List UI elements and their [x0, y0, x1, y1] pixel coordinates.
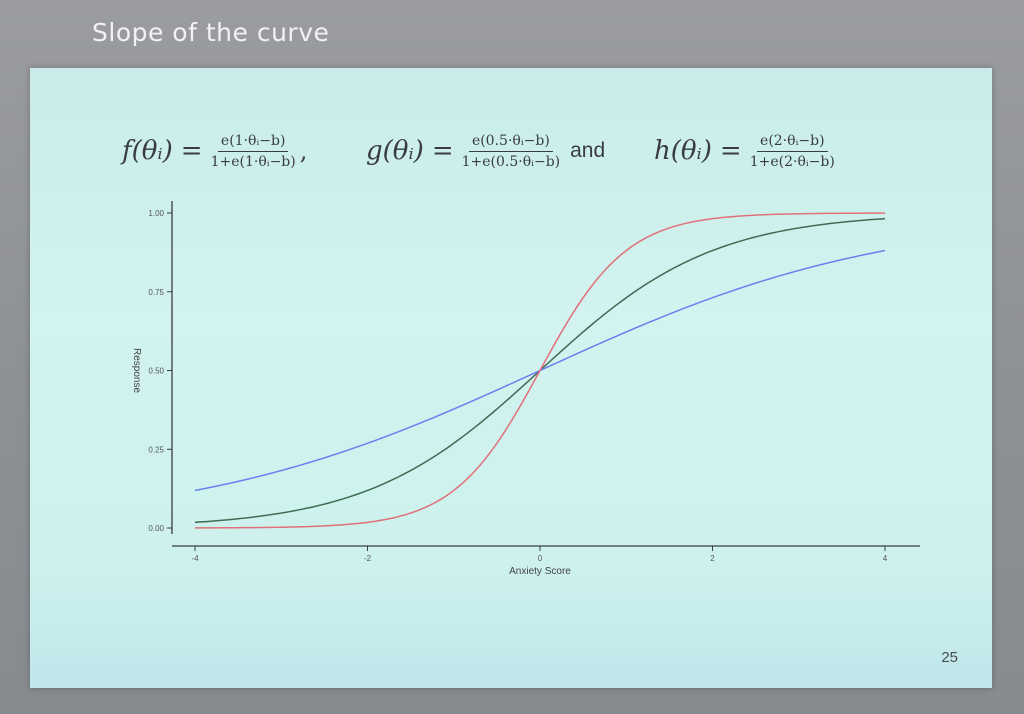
formula-h: h(θᵢ) = e(2·θᵢ−b) 1+e(2·θᵢ−b): [654, 116, 835, 186]
x-tick-label-2: 0: [538, 554, 543, 563]
formula-f-eq: =: [180, 136, 203, 166]
formula-f-fraction: e(1·θᵢ−b) 1+e(1·θᵢ−b): [211, 133, 296, 170]
formula-g-denominator: 1+e(0.5·θᵢ−b): [461, 153, 561, 170]
formula-and: and: [570, 139, 606, 162]
formula-f-numerator: e(1·θᵢ−b): [217, 133, 289, 152]
x-tick-label-0: -4: [191, 554, 199, 563]
formula-f: f(θᵢ) = e(1·θᵢ−b) 1+e(1·θᵢ−b) ,: [122, 116, 311, 186]
series-line-h: [194, 212, 886, 529]
slide-title: Slope of the curve: [92, 18, 330, 47]
formula-f-lhs: f(θᵢ): [122, 136, 173, 166]
formula-h-denominator: 1+e(2·θᵢ−b): [749, 153, 835, 170]
page-number: 25: [941, 649, 958, 666]
formula-f-denominator: 1+e(1·θᵢ−b): [210, 153, 296, 170]
formula: f(θᵢ) = e(1·θᵢ−b) 1+e(1·θᵢ−b) , g(θᵢ) = …: [122, 116, 922, 186]
formula-h-fraction: e(2·θᵢ−b) 1+e(2·θᵢ−b): [750, 133, 835, 170]
formula-g-lhs: g(θᵢ): [366, 136, 424, 166]
formula-h-lhs: h(θᵢ): [654, 136, 712, 166]
formula-g-fraction: e(0.5·θᵢ−b) 1+e(0.5·θᵢ−b): [462, 133, 561, 170]
x-tick-label-1: -2: [364, 554, 372, 563]
y-axis-label: Response: [131, 348, 142, 393]
formula-h-eq: =: [719, 136, 742, 166]
formula-g-eq: =: [431, 136, 454, 166]
slide-canvas: f(θᵢ) = e(1·θᵢ−b) 1+e(1·θᵢ−b) , g(θᵢ) = …: [30, 68, 992, 688]
formula-g: g(θᵢ) = e(0.5·θᵢ−b) 1+e(0.5·θᵢ−b) and: [366, 116, 615, 186]
y-tick-label-3: 0.75: [148, 288, 164, 297]
y-tick-label-0: 0.00: [148, 524, 164, 533]
formula-comma: ,: [299, 137, 308, 165]
formula-h-numerator: e(2·θᵢ−b): [757, 133, 828, 152]
y-tick-label-4: 1.00: [148, 209, 164, 218]
y-tick-label-2: 0.50: [148, 367, 164, 376]
x-tick-label-4: 4: [883, 554, 888, 563]
x-axis-label: Anxiety Score: [509, 566, 571, 577]
sigmoid-chart: 0.00 0.25 0.50 0.75 1.00 -4 -2 0 2 4 Anxiety Score…: [131, 201, 920, 577]
x-tick-label-3: 2: [710, 554, 715, 563]
y-tick-label-1: 0.25: [148, 445, 164, 454]
formula-g-numerator: e(0.5·θᵢ−b): [468, 133, 553, 152]
